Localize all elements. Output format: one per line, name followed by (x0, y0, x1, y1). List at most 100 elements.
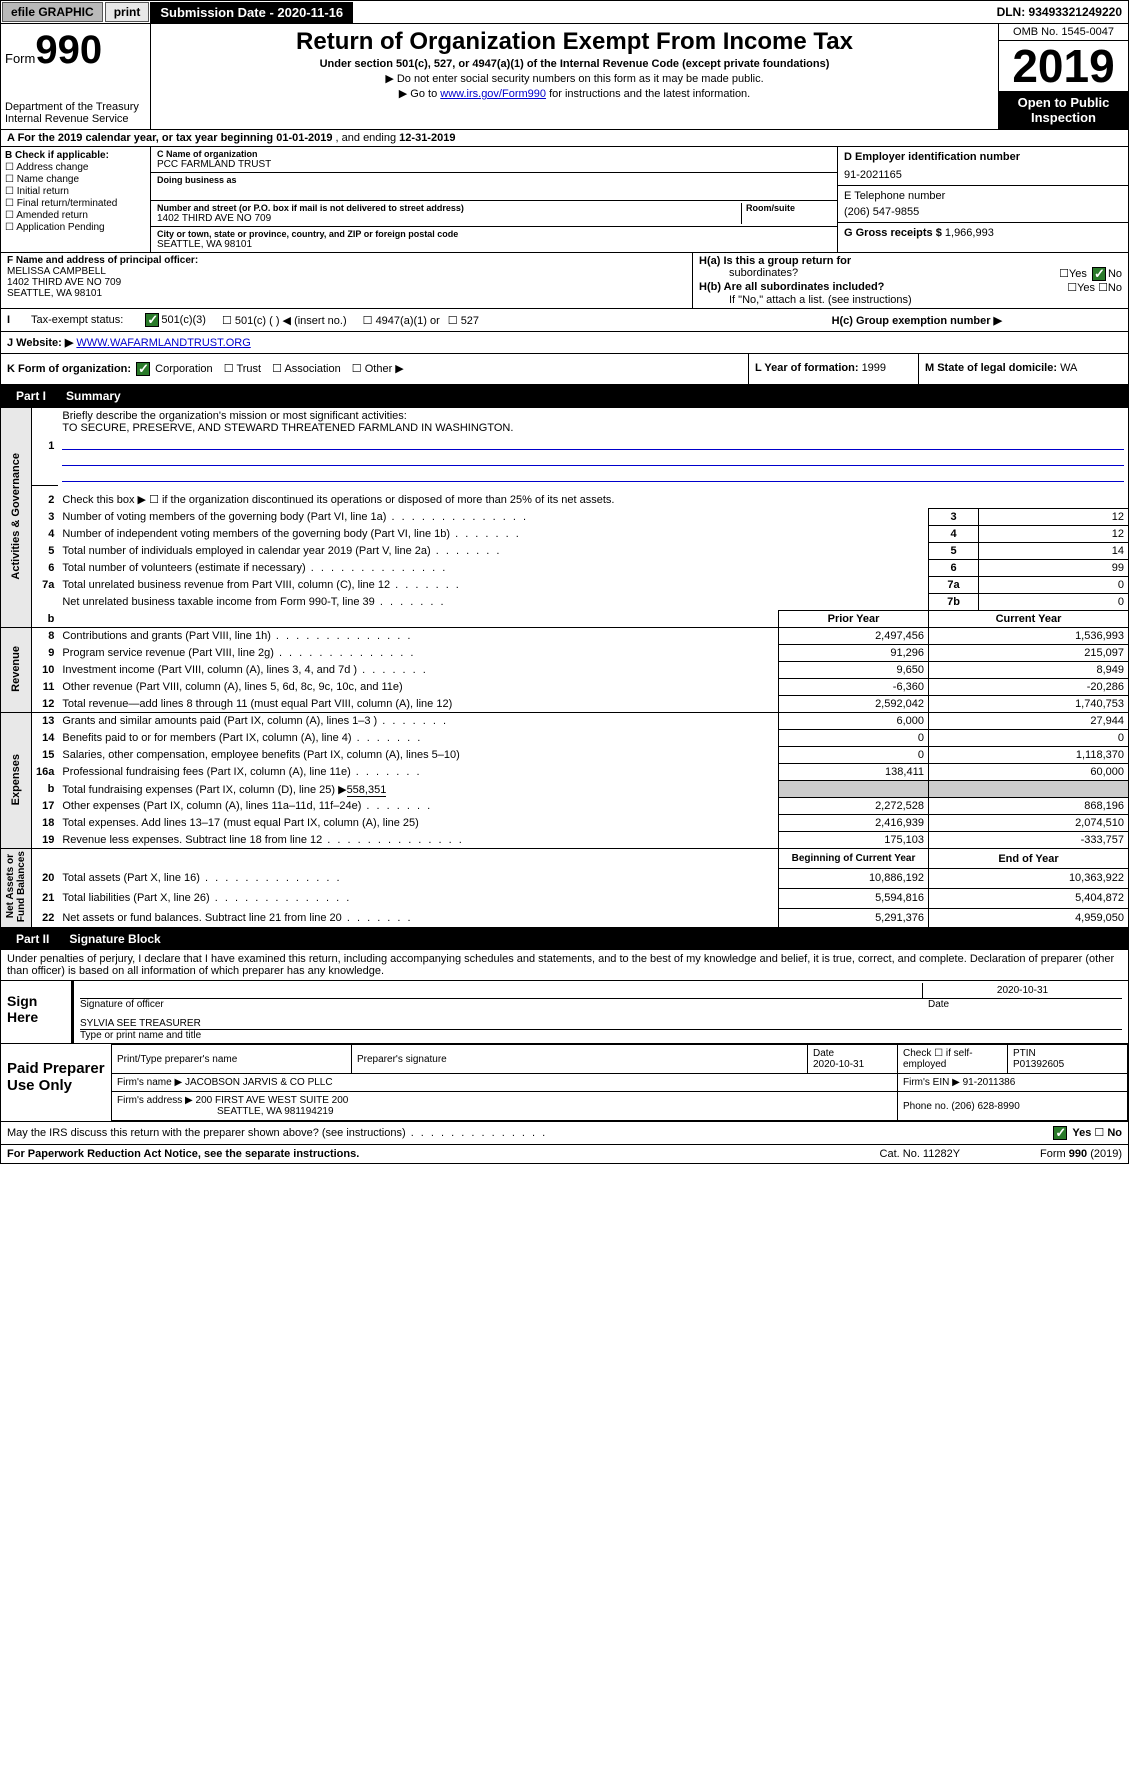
footer-left: For Paperwork Reduction Act Notice, see … (7, 1148, 359, 1160)
row-box: 3 (929, 509, 979, 526)
officer-name: MELISSA CAMPBELL (7, 266, 686, 277)
print-button[interactable]: print (105, 2, 150, 22)
firm-city: SEATTLE, WA 981194219 (117, 1106, 334, 1117)
note-ssn: ▶ Do not enter social security numbers o… (161, 72, 988, 85)
summary-row: 3Number of voting members of the governi… (1, 509, 1129, 526)
chk-amended-return[interactable]: Amended return (5, 210, 146, 221)
ha-label: H(a) Is this a group return for (699, 255, 851, 267)
discuss-yes-check[interactable] (1053, 1126, 1067, 1140)
department: Department of the Treasury Internal Reve… (5, 101, 146, 125)
k-left: K Form of organization: Corporation ☐ Tr… (1, 354, 748, 384)
prior-val: 6,000 (779, 713, 929, 730)
discuss-no: No (1107, 1127, 1122, 1139)
signature-block: Under penalties of perjury, I declare th… (0, 950, 1129, 1122)
form-header: Form990 Department of the Treasury Inter… (0, 24, 1129, 130)
opt-corp: Corporation (155, 363, 212, 375)
period-end: 12-31-2019 (399, 132, 455, 144)
row-label: Grants and similar amounts paid (Part IX… (58, 713, 778, 730)
part2-header: Part II Signature Block (0, 928, 1129, 950)
chk-corporation[interactable] (136, 362, 150, 376)
form-990-number: 990 (35, 28, 102, 72)
prior-val: 2,592,042 (779, 696, 929, 713)
curr-val: 10,363,922 (929, 868, 1129, 888)
curr-val: 8,949 (929, 662, 1129, 679)
summary-row: 6Total number of volunteers (estimate if… (1, 560, 1129, 577)
dln: DLN: 93493321249220 (997, 5, 1128, 19)
opt-501c3: 501(c)(3) (161, 314, 206, 326)
preparer-table: Print/Type preparer's name Preparer's si… (111, 1044, 1128, 1121)
curr-val: 1,536,993 (929, 628, 1129, 645)
opt-4947: 4947(a)(1) or (376, 315, 440, 327)
mission-text: TO SECURE, PRESERVE, AND STEWARD THREATE… (62, 422, 513, 434)
firm-ein-label: Firm's EIN ▶ (903, 1077, 960, 1088)
k-right: M State of legal domicile: WA (918, 354, 1128, 384)
note2-pre: ▶ Go to (399, 88, 440, 100)
firm-addr-label: Firm's address ▶ (117, 1095, 193, 1106)
officer-name-typed: SYLVIA SEE TREASURER (80, 1010, 1122, 1030)
ha-no-checked (1092, 267, 1106, 281)
curr-val: 4,959,050 (929, 908, 1129, 928)
part1-title: Summary (66, 389, 121, 403)
omb-number: OMB No. 1545-0047 (999, 24, 1128, 41)
row-val: 12 (979, 526, 1129, 543)
website-link[interactable]: WWW.WAFARMLANDTRUST.ORG (76, 337, 250, 349)
curr-val: 868,196 (929, 798, 1129, 815)
chk-application-pending[interactable]: Application Pending (5, 222, 146, 233)
col-d: D Employer identification number 91-2021… (838, 147, 1128, 252)
row-label: Revenue less expenses. Subtract line 18 … (58, 832, 778, 849)
ein-value: 91-2021165 (844, 169, 1122, 181)
part1-label: Part I (8, 388, 54, 404)
period-row: A For the 2019 calendar year, or tax yea… (0, 130, 1129, 147)
curr-val: -20,286 (929, 679, 1129, 696)
ptin-label: PTIN (1013, 1048, 1036, 1059)
header-center: Return of Organization Exempt From Incom… (151, 24, 998, 129)
row-j: J Website: ▶ WWW.WAFARMLANDTRUST.ORG (0, 332, 1129, 354)
row-label: Program service revenue (Part VIII, line… (58, 645, 778, 662)
curr-val: 27,944 (929, 713, 1129, 730)
chk-final-return[interactable]: Final return/terminated (5, 198, 146, 209)
phone-label: E Telephone number (844, 190, 1122, 202)
irs-link[interactable]: www.irs.gov/Form990 (440, 88, 546, 100)
header-right: OMB No. 1545-0047 2019 Open to Public In… (998, 24, 1128, 129)
self-employed-check: Check ☐ if self-employed (898, 1045, 1008, 1074)
hc-label: H(c) Group exemption number ▶ (832, 315, 1002, 327)
prior-val: 10,886,192 (779, 868, 929, 888)
row-box: 7b (929, 594, 979, 611)
row-i: I Tax-exempt status: 501(c)(3) ☐ 501(c) … (0, 309, 1129, 332)
discuss-row: May the IRS discuss this return with the… (0, 1122, 1129, 1145)
chk-name-change[interactable]: Name change (5, 174, 146, 185)
row-label: Total assets (Part X, line 16) (58, 868, 778, 888)
footer-right: Form 990 (2019) (1040, 1148, 1122, 1160)
line2: Check this box ▶ ☐ if the organization d… (58, 491, 1128, 509)
prior-val: 2,416,939 (779, 815, 929, 832)
chk-501c3[interactable] (145, 313, 159, 327)
line-b-val: 558,351 (347, 784, 387, 797)
paid-preparer-label: Paid Preparer Use Only (1, 1044, 111, 1121)
note2-post: for instructions and the latest informat… (546, 88, 750, 100)
vtab-netassets: Net Assets or Fund Balances (1, 849, 32, 928)
col-b: B Check if applicable: Address change Na… (1, 147, 151, 252)
row-val: 99 (979, 560, 1129, 577)
chk-initial-return[interactable]: Initial return (5, 186, 146, 197)
prep-phone: (206) 628-8990 (951, 1101, 1019, 1112)
row-label: Total expenses. Add lines 13–17 (must eq… (58, 815, 778, 832)
note-link: ▶ Go to www.irs.gov/Form990 for instruct… (161, 87, 988, 100)
hb-note: If "No," attach a list. (see instruction… (699, 294, 1122, 306)
inspection-label: Inspection (1001, 110, 1126, 125)
curr-val: -333,757 (929, 832, 1129, 849)
summary-table: Activities & Governance 1 Briefly descri… (0, 407, 1129, 928)
row-label: Other expenses (Part IX, column (A), lin… (58, 798, 778, 815)
opt-other: Other ▶ (365, 363, 404, 375)
ein-label: D Employer identification number (844, 151, 1122, 163)
chk-address-change[interactable]: Address change (5, 162, 146, 173)
efile-button[interactable]: efile GRAPHIC (2, 2, 103, 22)
prior-val: 175,103 (779, 832, 929, 849)
opt-501c: 501(c) ( ) ◀ (insert no.) (235, 315, 347, 327)
hb-yesno: ☐Yes ☐No (1067, 281, 1122, 294)
prior-val: 138,411 (779, 764, 929, 781)
curr-val: 2,074,510 (929, 815, 1129, 832)
row-label: Total number of volunteers (estimate if … (58, 560, 778, 577)
row-label: Contributions and grants (Part VIII, lin… (58, 628, 778, 645)
end-hdr: End of Year (929, 849, 1129, 869)
curr-val: 60,000 (929, 764, 1129, 781)
